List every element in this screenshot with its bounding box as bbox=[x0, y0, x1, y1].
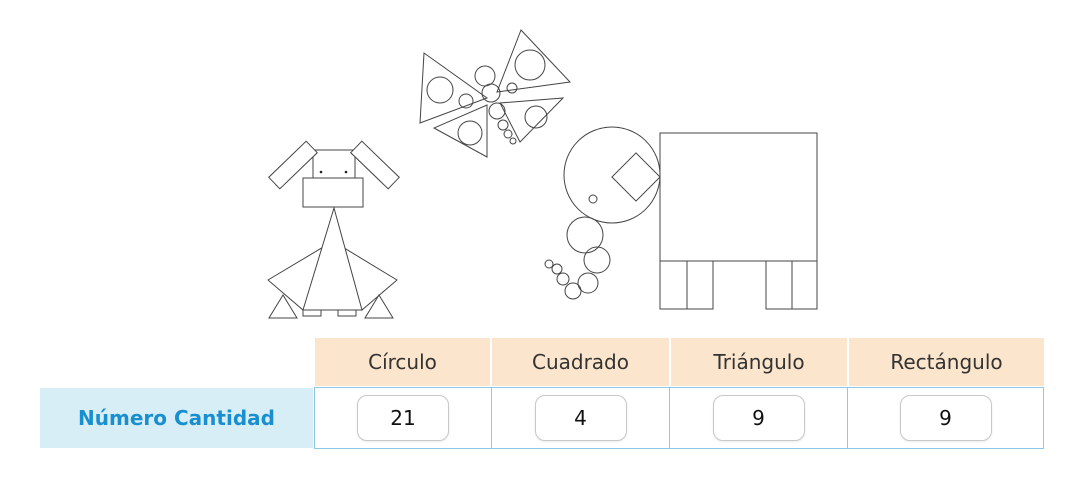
butterfly-body bbox=[497, 119, 509, 131]
dog-head bbox=[312, 149, 356, 179]
trunk-circle bbox=[556, 272, 570, 286]
cell-circle: 21 bbox=[314, 387, 492, 449]
elephant-body bbox=[659, 132, 818, 262]
trunk-circle bbox=[564, 282, 582, 300]
trunk-circle bbox=[551, 263, 563, 275]
butterfly-head bbox=[474, 65, 496, 87]
cell-rectangle: 9 bbox=[847, 387, 1044, 449]
trunk-circle bbox=[577, 272, 599, 294]
header-circle: Círculo bbox=[315, 338, 490, 386]
wing-circle bbox=[457, 120, 483, 146]
wing-circle bbox=[514, 49, 546, 81]
wing-circle bbox=[506, 82, 518, 94]
dog-foot bbox=[302, 309, 322, 317]
wing-lower-left bbox=[432, 104, 488, 158]
dog-ear-right bbox=[350, 140, 400, 190]
dog-drawing bbox=[267, 140, 400, 319]
shapes-count-table: Círculo Cuadrado Triángulo Rectángulo Nú… bbox=[40, 338, 1044, 449]
square-count-field[interactable]: 4 bbox=[534, 395, 627, 441]
elephant-drawing bbox=[544, 126, 818, 310]
wing-circle bbox=[458, 93, 474, 109]
rectangle-count-field[interactable]: 9 bbox=[899, 395, 992, 441]
butterfly-body bbox=[481, 83, 501, 103]
dog-eye bbox=[319, 170, 323, 174]
trunk-circle bbox=[566, 216, 604, 254]
dog-paw-right bbox=[364, 294, 394, 319]
butterfly-body bbox=[509, 137, 517, 145]
triangle-count-field[interactable]: 9 bbox=[712, 395, 805, 441]
wing-circle bbox=[524, 105, 548, 129]
dog-body bbox=[302, 206, 363, 311]
dog-eye bbox=[344, 170, 348, 174]
header-square: Cuadrado bbox=[492, 338, 669, 386]
wing-circle bbox=[426, 76, 454, 104]
elephant-leg bbox=[686, 260, 714, 310]
butterfly-body bbox=[503, 129, 513, 139]
elephant-ear bbox=[611, 152, 661, 202]
dog-neck bbox=[302, 177, 364, 208]
dog-foot bbox=[337, 309, 357, 317]
elephant-leg bbox=[765, 260, 793, 310]
wing-lower-right bbox=[499, 97, 565, 143]
trunk-circle bbox=[544, 259, 554, 269]
wing-upper-right bbox=[496, 29, 572, 93]
header-rectangle: Rectángulo bbox=[849, 338, 1044, 386]
row-label: Número Cantidad bbox=[40, 388, 313, 448]
shapes-figure bbox=[267, 29, 818, 319]
header-triangle: Triángulo bbox=[671, 338, 847, 386]
wing-upper-left bbox=[419, 52, 489, 124]
cell-triangle: 9 bbox=[669, 387, 848, 449]
elephant-leg bbox=[791, 260, 818, 310]
dog-paw-left bbox=[268, 294, 298, 319]
elephant-eye bbox=[588, 194, 598, 204]
dog-ear-left bbox=[268, 140, 318, 190]
butterfly-drawing bbox=[419, 29, 572, 158]
circle-count-field[interactable]: 21 bbox=[357, 395, 449, 441]
butterfly-body bbox=[488, 102, 506, 120]
elephant-leg bbox=[659, 260, 688, 310]
cell-square: 4 bbox=[491, 387, 670, 449]
trunk-circle bbox=[583, 246, 611, 274]
